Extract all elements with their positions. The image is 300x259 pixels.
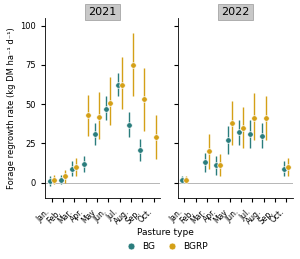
Title: 2021: 2021: [88, 7, 117, 17]
Title: 2022: 2022: [221, 7, 250, 17]
Legend: BG, BGRP: BG, BGRP: [118, 225, 212, 255]
Y-axis label: Forage regrowth rate (kg DM ha⁻¹ d⁻¹): Forage regrowth rate (kg DM ha⁻¹ d⁻¹): [7, 27, 16, 189]
